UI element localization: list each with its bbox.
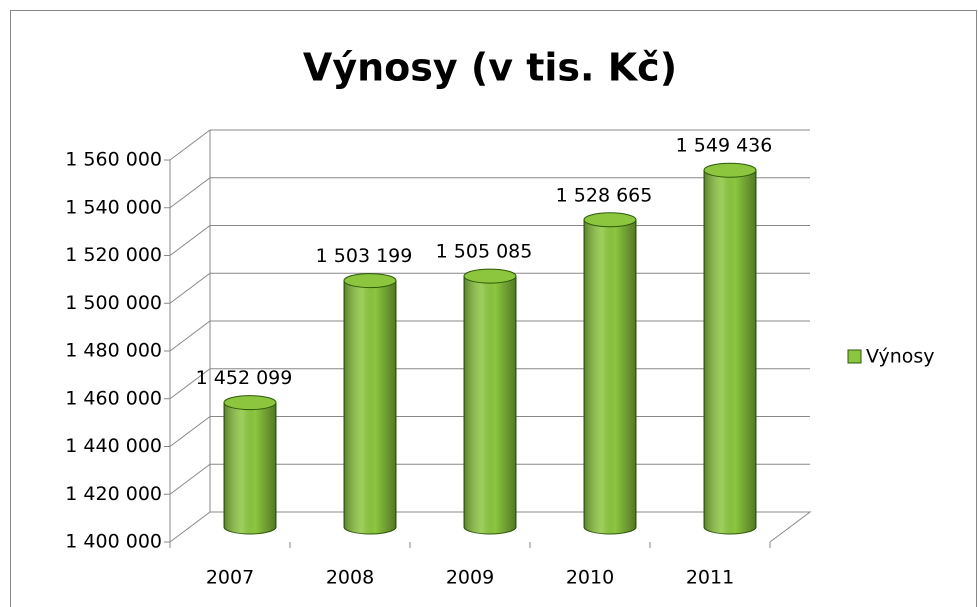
y-tick-label: 1 480 000	[65, 340, 162, 362]
x-tick-label: 2007	[206, 567, 254, 589]
bar-shade	[344, 280, 396, 534]
y-tick-label: 1 520 000	[65, 244, 162, 266]
x-tick-label: 2011	[686, 567, 734, 589]
x-tick-label: 2009	[446, 567, 494, 589]
data-label: 1 505 085	[436, 241, 533, 263]
y-tick-label: 1 460 000	[65, 387, 162, 409]
y-tick-label: 1 400 000	[65, 531, 162, 553]
y-tick-label: 1 540 000	[65, 196, 162, 218]
legend-label: Výnosy	[866, 346, 935, 368]
bar-top	[463, 268, 517, 284]
chart-title: Výnosy (v tis. Kč)	[303, 46, 677, 90]
grid-line	[169, 177, 810, 209]
bar-shade	[704, 170, 756, 534]
y-tick-label: 1 560 000	[65, 149, 162, 171]
bar-top	[223, 395, 277, 411]
bar-shade	[584, 219, 636, 534]
y-tick-label: 1 500 000	[65, 292, 162, 314]
grid-line	[169, 129, 810, 161]
y-tick-label: 1 440 000	[65, 435, 162, 457]
x-tick-label: 2008	[326, 567, 374, 589]
y-tick-label: 1 420 000	[65, 483, 162, 505]
bar-top	[343, 273, 397, 289]
x-tick-label: 2010	[566, 567, 614, 589]
frame	[10, 10, 977, 607]
bar-top	[583, 212, 637, 228]
bar-shade	[224, 402, 276, 534]
legend-swatch	[847, 349, 862, 364]
data-label: 1 549 436	[676, 135, 773, 157]
data-label: 1 503 199	[316, 245, 413, 267]
data-label: 1 528 665	[556, 184, 653, 206]
bar-shade	[464, 276, 516, 534]
data-label: 1 452 099	[196, 367, 293, 389]
bar-top	[703, 162, 757, 178]
